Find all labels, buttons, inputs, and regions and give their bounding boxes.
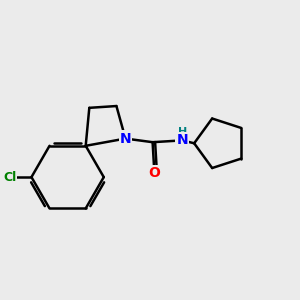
Text: N: N	[120, 132, 131, 145]
Text: H: H	[178, 128, 187, 137]
Text: N: N	[176, 134, 188, 147]
Text: O: O	[148, 166, 160, 180]
Text: Cl: Cl	[3, 171, 16, 184]
